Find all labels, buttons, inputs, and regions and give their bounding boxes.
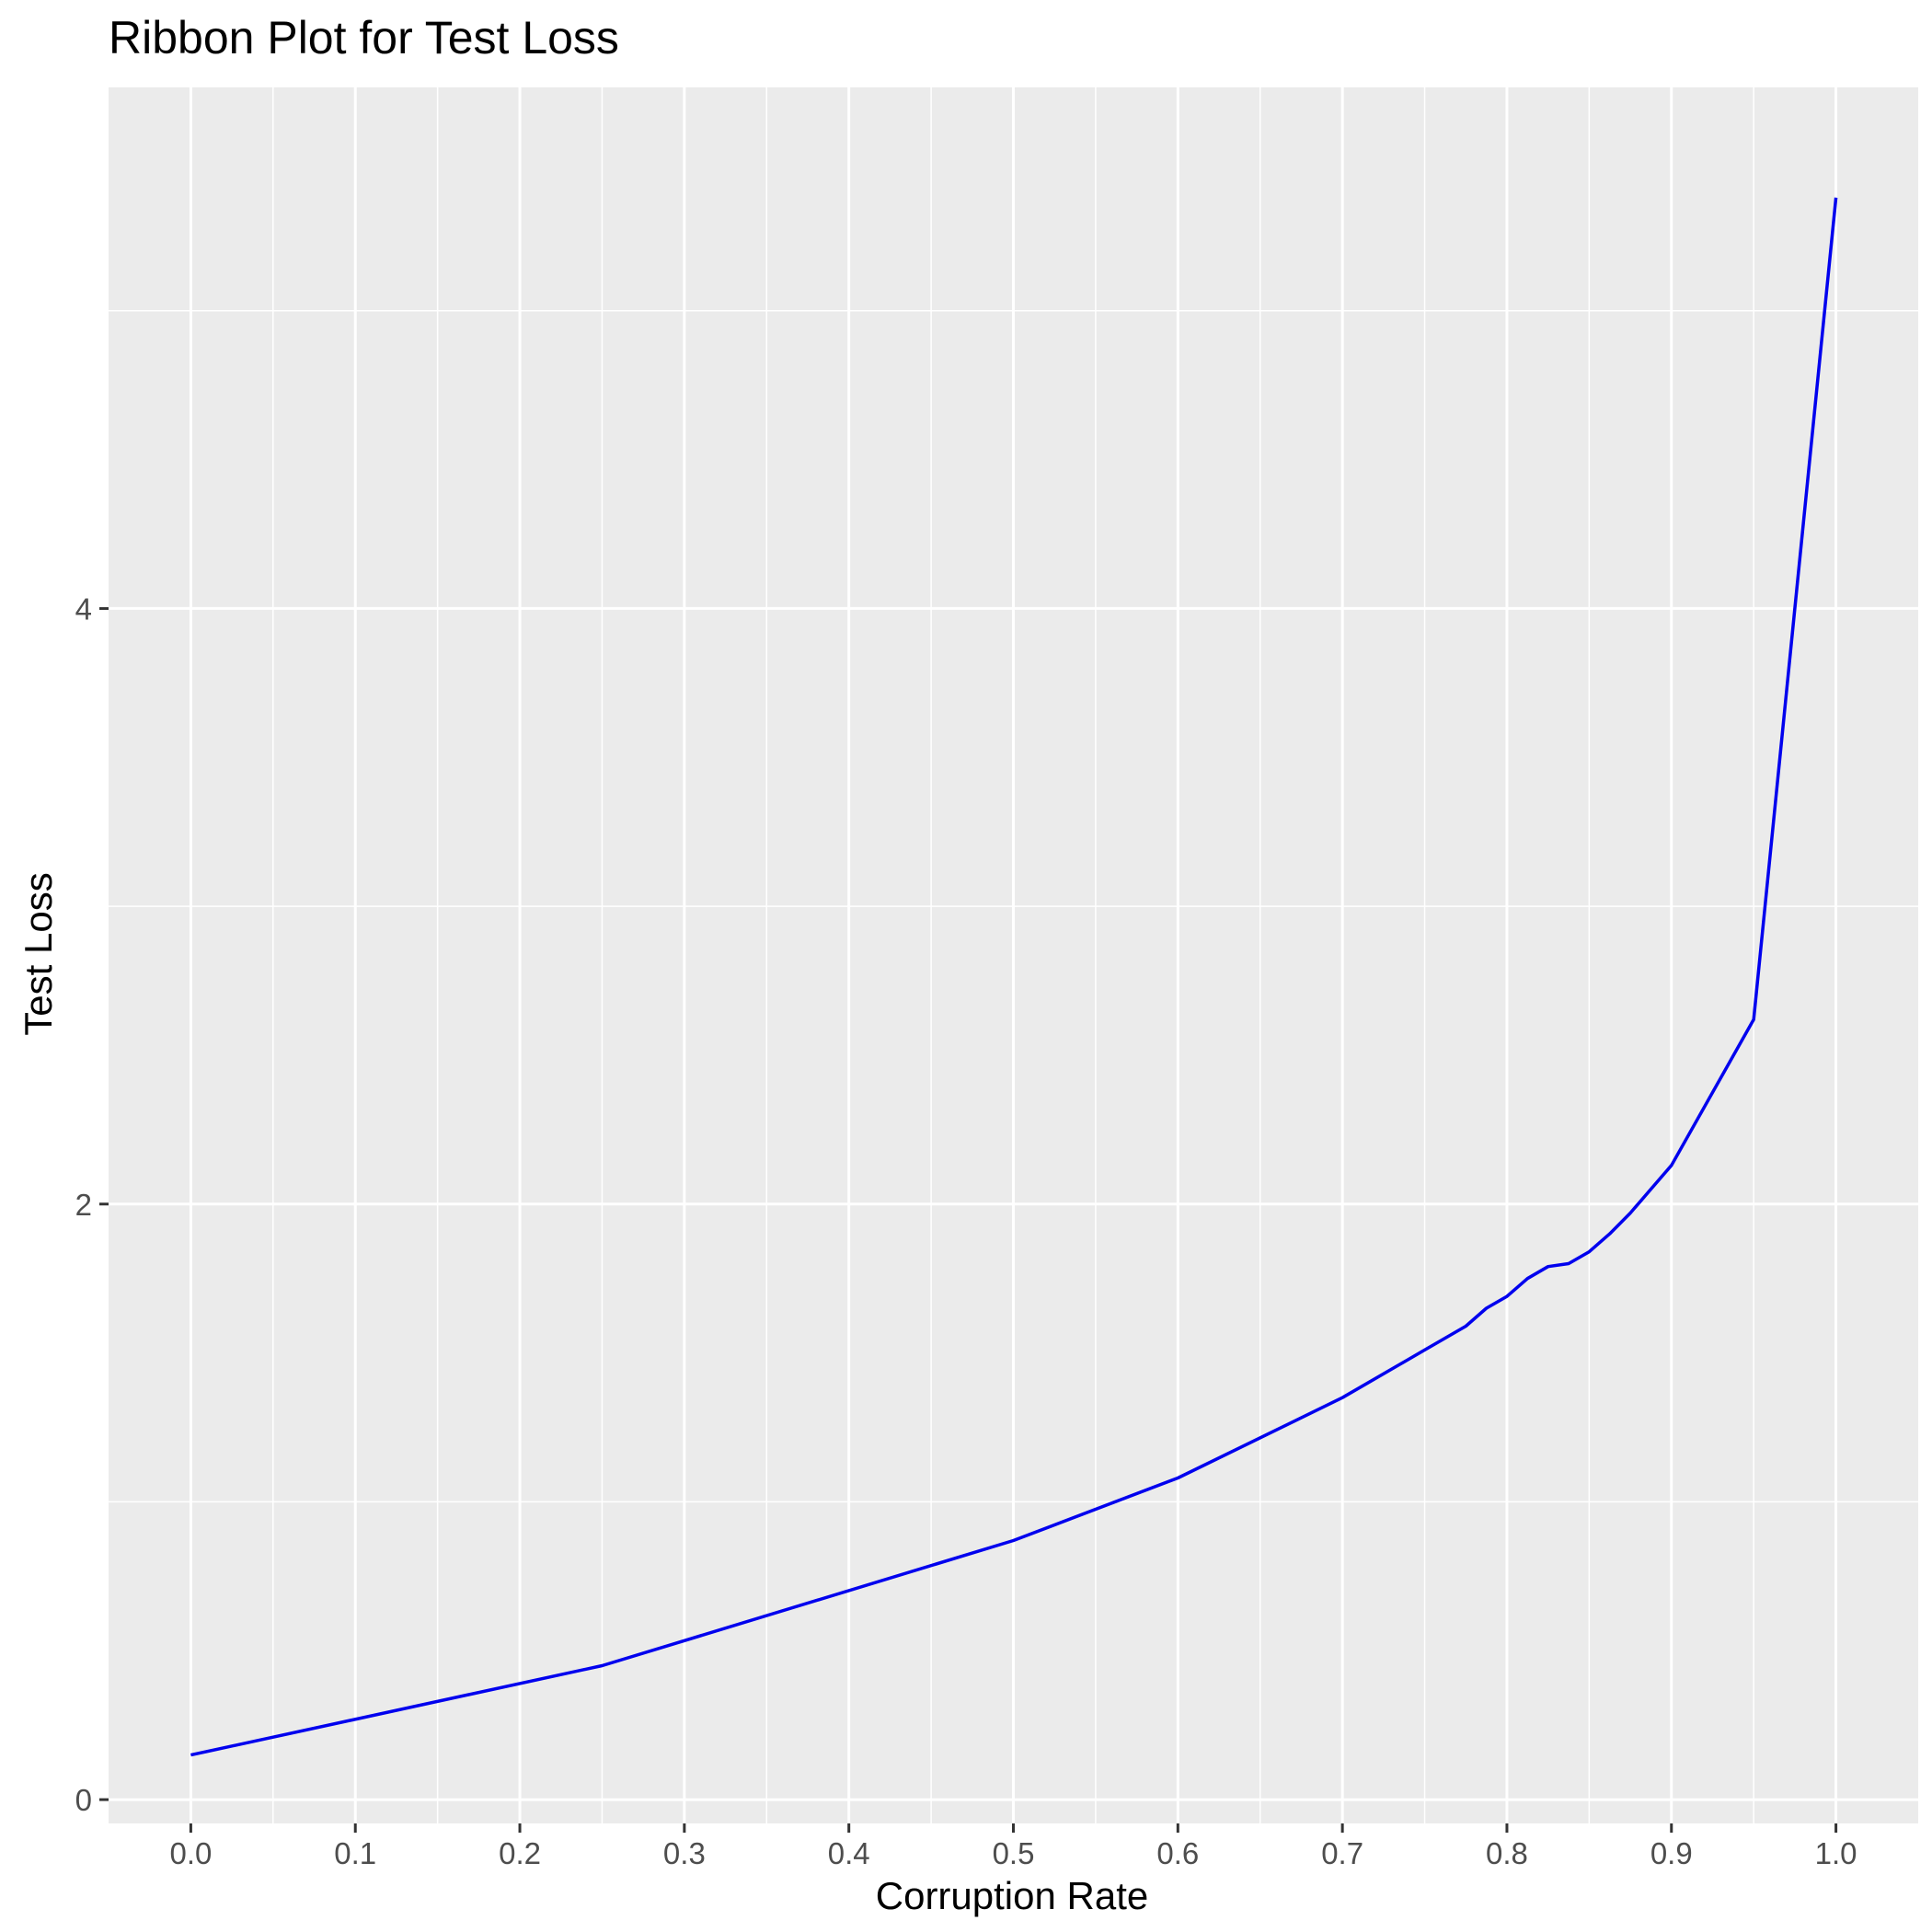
- grid-major: [109, 87, 1918, 1823]
- y-tick-label: 0: [75, 1783, 92, 1817]
- x-tick-label: 0.4: [828, 1836, 870, 1870]
- x-tick-label: 0.8: [1486, 1836, 1528, 1870]
- x-tick-label: 1.0: [1815, 1836, 1857, 1870]
- y-tick-label: 2: [75, 1188, 92, 1222]
- series-line: [190, 197, 1838, 1757]
- y-axis: 0 2 4: [75, 592, 109, 1817]
- x-tick-label: 0.7: [1321, 1836, 1363, 1870]
- x-tick-label: 0.1: [334, 1836, 376, 1870]
- y-axis-title: Test Loss: [17, 872, 60, 1035]
- x-axis-title: Corruption Rate: [876, 1874, 1148, 1917]
- x-tick-label: 0.9: [1650, 1836, 1693, 1870]
- chart-title: Ribbon Plot for Test Loss: [109, 12, 619, 63]
- x-tick-label: 0.0: [169, 1836, 212, 1870]
- x-tick-label: 0.6: [1156, 1836, 1199, 1870]
- x-tick-label: 0.5: [993, 1836, 1035, 1870]
- x-tick-label: 0.2: [499, 1836, 541, 1870]
- x-tick-label: 0.3: [663, 1836, 706, 1870]
- data-layer: [190, 197, 1838, 1757]
- x-axis: 0.0 0.1 0.2 0.3 0.4 0.5 0.6 0.7 0.8 0.9 1.0: [169, 1823, 1857, 1870]
- y-tick-label: 4: [75, 592, 92, 626]
